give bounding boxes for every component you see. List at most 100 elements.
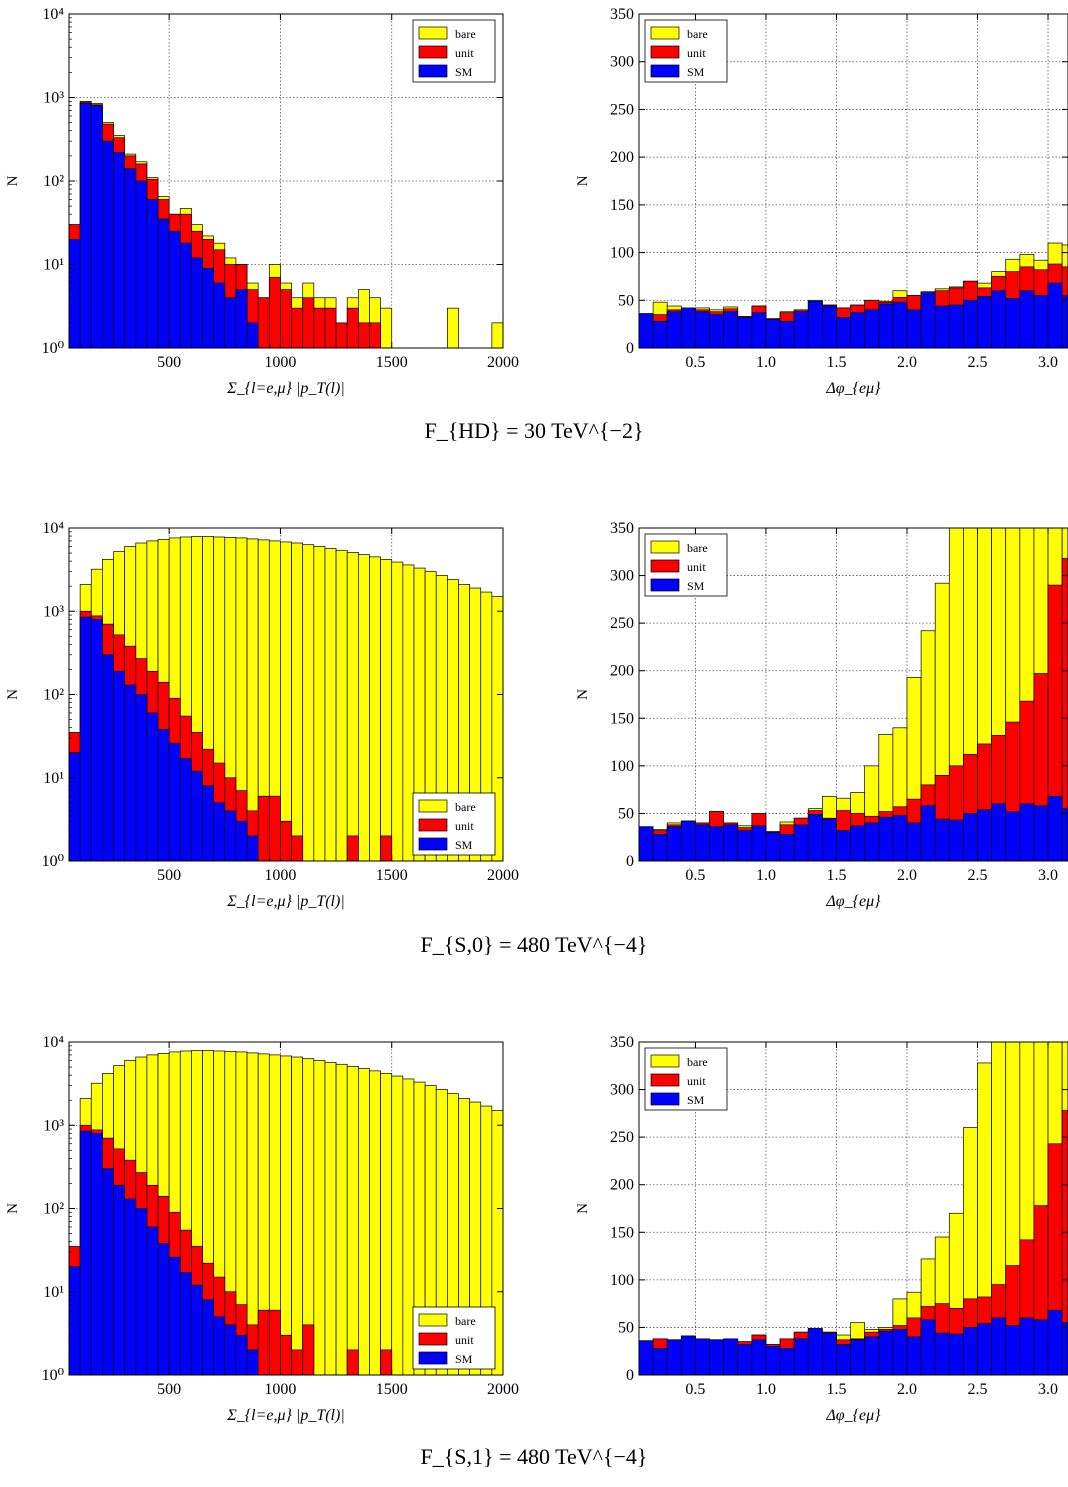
bar-SM [146, 199, 159, 348]
bar-SM [202, 1299, 215, 1375]
bar-SM [991, 803, 1007, 861]
bar-SM [168, 230, 181, 348]
bar-bare [491, 322, 503, 348]
legend-swatch-bare [418, 799, 448, 813]
y-tick-label: 50 [618, 805, 634, 822]
bar-SM [79, 1130, 92, 1375]
bar-bare [391, 561, 404, 861]
bar-SM [157, 218, 170, 348]
bar-bare [402, 564, 415, 861]
y-tick-label: 100 [610, 245, 634, 262]
legend-label-unit: unit [687, 46, 706, 60]
bar-SM [224, 810, 237, 861]
y-axis: 0 50 100 150 200 250 300 350 [610, 6, 1068, 357]
y-tick-label: 10⁴ [42, 1034, 64, 1051]
bar-SM [836, 830, 851, 861]
bar-SM [191, 257, 203, 348]
bar-bare [346, 551, 359, 861]
legend-label-SM: SM [455, 1352, 473, 1366]
bar-SM [157, 729, 170, 861]
bar-SM [793, 311, 809, 348]
x-tick-label: 2.0 [897, 867, 917, 884]
y-tick-label: 10⁰ [42, 853, 64, 870]
y-tick-label: 350 [610, 6, 634, 23]
bar-bare [291, 1056, 304, 1375]
y-tick-label: 10¹ [43, 770, 64, 787]
bar-SM [1061, 808, 1068, 861]
x-axis: 0.5 1.0 1.5 2.0 2.5 3.0 [685, 14, 1058, 371]
bar-SM [934, 305, 950, 348]
bar-unit [346, 1349, 359, 1375]
x-tick-label: 1.5 [826, 867, 846, 884]
y-axis-label: N [5, 1203, 21, 1214]
bar-SM [751, 312, 767, 348]
bar-SM [652, 834, 668, 861]
y-axis-label: N [5, 689, 21, 700]
bar-unit [302, 297, 315, 348]
bar-bare [346, 1065, 359, 1375]
bar-SM [807, 1328, 823, 1375]
legend: bare unit SM [644, 19, 728, 83]
bar-SM [124, 684, 137, 861]
bar-SM [878, 816, 894, 861]
legend-swatch-unit [418, 1332, 448, 1346]
bar-SM [146, 712, 159, 861]
bar-SM [69, 239, 81, 348]
y-tick-label: 0 [626, 853, 634, 870]
y-tick-label: 10⁰ [42, 340, 64, 357]
x-tick-label: 3.0 [1038, 1381, 1058, 1398]
bar-unit [291, 307, 304, 348]
x-axis: 0.5 1.0 1.5 2.0 2.5 3.0 [685, 1042, 1058, 1398]
bar-SM [1005, 1325, 1021, 1375]
bar-unit [268, 277, 281, 348]
bar-SM [680, 1335, 696, 1375]
x-axis: 0.5 1.0 1.5 2.0 2.5 3.0 [685, 528, 1058, 884]
chart-row1-left: 500 1000 1500 2000 10⁰ 10¹ 10² 10³ 10⁴ Σ_{l=e,μ} … [5, 6, 519, 397]
bar-SM [235, 1334, 248, 1375]
x-tick-label: 3.0 [1038, 867, 1058, 884]
bar-SM [202, 267, 215, 348]
legend-swatch-SM [650, 64, 680, 78]
legend-label-SM: SM [687, 1093, 705, 1107]
legend-label-bare: bare [455, 800, 476, 814]
bar-SM [1005, 811, 1021, 861]
y-tick-label: 150 [610, 197, 634, 214]
bar-SM [179, 758, 192, 861]
legend-swatch-unit [650, 45, 680, 59]
x-tick-label: 1000 [264, 354, 296, 371]
bar-unit [324, 307, 337, 348]
bar-bare [357, 1068, 370, 1375]
legend-label-unit: unit [455, 1333, 474, 1347]
x-tick-label: 2.5 [968, 1381, 988, 1398]
legend-swatch-unit [418, 818, 448, 832]
y-tick-label: 250 [610, 615, 634, 632]
legend-swatch-unit [418, 45, 448, 59]
bar-SM [202, 785, 215, 861]
bar-SM [963, 1327, 978, 1375]
bars [69, 536, 503, 861]
legend-label-SM: SM [687, 579, 705, 593]
bar-unit [346, 835, 359, 861]
bar-SM [113, 152, 125, 348]
x-tick-label: 0.5 [685, 354, 705, 371]
x-tick-label: 1000 [264, 867, 296, 884]
y-tick-label: 50 [618, 1319, 634, 1336]
x-tick-label: 2.5 [968, 867, 988, 884]
y-tick-label: 200 [610, 149, 634, 166]
bar-bare [335, 549, 348, 861]
x-tick-label: 500 [157, 867, 181, 884]
y-tick-label: 250 [610, 1129, 634, 1146]
legend-label-SM: SM [455, 65, 473, 79]
bar-unit [357, 322, 370, 348]
y-tick-label: 10⁰ [42, 1367, 64, 1384]
bar-unit [335, 322, 348, 348]
bar-SM [102, 654, 114, 861]
bar-SM [235, 820, 248, 861]
legend-swatch-SM [418, 64, 448, 78]
bar-SM [864, 309, 880, 348]
bar-SM [906, 1336, 922, 1375]
bar-bare [391, 1075, 404, 1375]
bar-SM [79, 616, 92, 861]
legend-swatch-unit [650, 559, 680, 573]
bar-SM [920, 805, 936, 861]
